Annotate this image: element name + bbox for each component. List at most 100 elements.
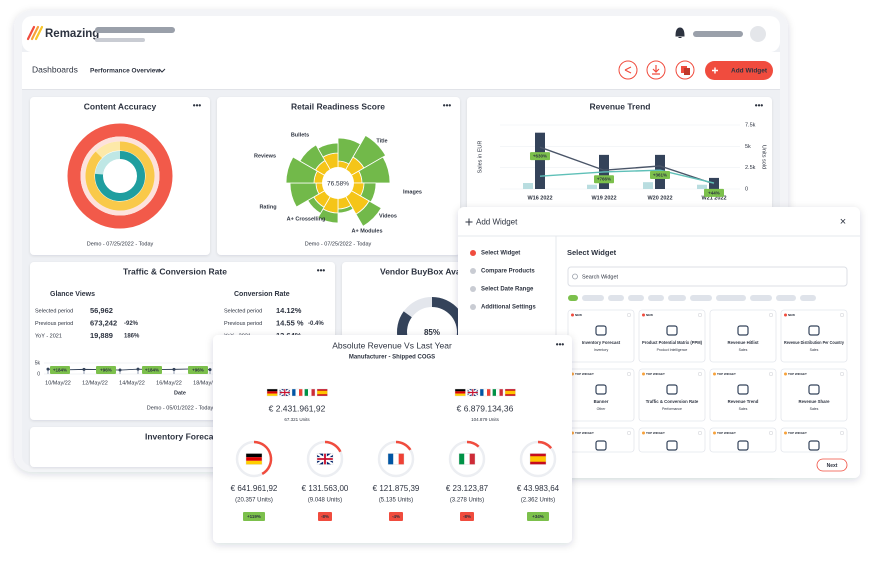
menu-button[interactable]: ••• (556, 340, 565, 349)
flag-stripe (299, 389, 303, 396)
x-tick-label: W21 2022 (701, 195, 726, 201)
section-title: Dashboards (32, 64, 78, 74)
filter-chip[interactable] (668, 295, 686, 301)
widget-badge: TOP WIDGET (575, 372, 594, 376)
filter-chip[interactable] (582, 295, 604, 301)
country-units: (3.278 Units) (450, 498, 484, 504)
widget-option[interactable]: TOP WIDGET (709, 427, 777, 453)
widget-title: Inventory Foreca (145, 431, 214, 441)
close-button[interactable]: × (840, 216, 846, 228)
change-tag-label: +766% (597, 177, 611, 182)
widget-category: Sales (739, 407, 748, 411)
widget-name: Revenue Distribution Per Country (784, 340, 845, 345)
plus-icon (465, 218, 473, 226)
filter-chip[interactable] (716, 295, 746, 301)
score-center (322, 167, 354, 199)
bar (697, 184, 707, 189)
absolute-revenue-widget: Absolute Revenue Vs Last Year Manufacture… (213, 335, 572, 543)
filter-chip[interactable] (750, 295, 772, 301)
change-tag (704, 188, 724, 197)
change-tag (96, 366, 116, 374)
flag-border (304, 388, 316, 397)
widget-icon (808, 440, 820, 451)
change-tag-label: +184% (53, 367, 67, 372)
search-icon (572, 273, 578, 280)
change-tag-label: +44% (708, 190, 720, 195)
flag-cross (317, 453, 333, 465)
badge-dot (784, 431, 787, 435)
search-input[interactable] (567, 266, 848, 287)
filter-chip[interactable] (568, 295, 578, 301)
widget-card (780, 368, 848, 422)
y-tick-label: 5k (35, 360, 41, 366)
flag (504, 388, 516, 397)
flag-stripe (267, 393, 278, 396)
change-tag-label: +630% (533, 154, 547, 159)
flag-stripe (308, 389, 312, 396)
change-tag (142, 366, 162, 374)
readiness-label: Title (376, 138, 387, 144)
widget-badge: TOP WIDGET (788, 372, 807, 376)
widget-option[interactable]: TOP WIDGET Revenue Share Sales (780, 368, 848, 422)
widget-option[interactable]: TOP WIDGET Revenue Trend Sales (709, 368, 777, 422)
filter-chip[interactable] (800, 295, 816, 301)
flag (467, 388, 479, 397)
menu-button[interactable]: ••• (193, 101, 202, 110)
step-label[interactable]: Compare Products (481, 269, 535, 275)
bar (523, 183, 533, 189)
menu-button[interactable]: ••• (443, 101, 452, 110)
step-label[interactable]: Additional Settings (481, 305, 536, 311)
widget-option[interactable]: TOP WIDGET Traffic & Conversion Rate Perfo… (638, 368, 706, 422)
info-icon (697, 430, 703, 436)
x-tick-label: W19 2022 (591, 195, 616, 201)
icon-button[interactable] (618, 60, 638, 80)
add-widget-button[interactable] (705, 61, 773, 80)
widget-option[interactable]: Revenue Hitlist Sales (709, 309, 777, 363)
step-indicator (470, 268, 476, 274)
line-point (136, 367, 140, 371)
total-units: 104.879 Units (471, 417, 500, 422)
notification-icon[interactable] (675, 27, 685, 38)
badge-dot (571, 313, 574, 317)
step-label[interactable]: Select Date Range (481, 287, 534, 293)
change-tag-label: +96% (100, 367, 112, 372)
dashboard-selector[interactable]: Performance Overview (90, 68, 161, 75)
search-placeholder: Search Widget (582, 274, 619, 280)
filter-chip[interactable] (648, 295, 664, 301)
widget-subtitle: Manufacturer - Shipped COGS (349, 355, 435, 361)
widget-icon (595, 384, 607, 395)
country-revenue: € 131.563,00 (302, 484, 349, 493)
widget-option[interactable]: NEW Product Potential Matrix (PPM) Product… (638, 309, 706, 363)
info-icon (697, 371, 703, 377)
next-button[interactable] (816, 458, 848, 472)
flag-stripe (483, 389, 487, 396)
widget-option[interactable]: TOP WIDGET (567, 427, 635, 453)
readiness-segment (317, 142, 339, 158)
kpi-value: 14.55 % (276, 318, 304, 327)
widget-name: Revenue Trend (728, 399, 759, 404)
flag (291, 388, 303, 397)
widget-title: Content Accuracy (84, 101, 157, 111)
menu-button[interactable]: ••• (755, 101, 764, 110)
widget-option[interactable]: NEW Inventory Forecast Inventory (567, 309, 635, 363)
score-value: 76.58% (327, 181, 349, 188)
avatar[interactable] (750, 26, 766, 42)
step-label[interactable]: Select Widget (481, 251, 520, 257)
user-name (693, 31, 743, 37)
flag-stripe (304, 389, 308, 396)
filter-chip[interactable] (776, 295, 796, 301)
flag-border (291, 388, 303, 397)
menu-button[interactable]: ••• (317, 266, 326, 275)
widget-icon (595, 440, 607, 451)
widget-card (638, 427, 706, 453)
placeholder (95, 27, 175, 33)
widget-option[interactable]: TOP WIDGET Banner Other (567, 368, 635, 422)
widget-option[interactable]: TOP WIDGET (780, 427, 848, 453)
change-tag-label: +96% (192, 367, 204, 372)
filter-chip[interactable] (628, 295, 644, 301)
filter-chip[interactable] (690, 295, 712, 301)
filter-chip[interactable] (608, 295, 624, 301)
widget-option[interactable]: TOP WIDGET (638, 427, 706, 453)
y2-tick-label: 5k (745, 144, 751, 150)
widget-option[interactable]: NEW Revenue Distribution Per Country Sales (780, 309, 848, 363)
